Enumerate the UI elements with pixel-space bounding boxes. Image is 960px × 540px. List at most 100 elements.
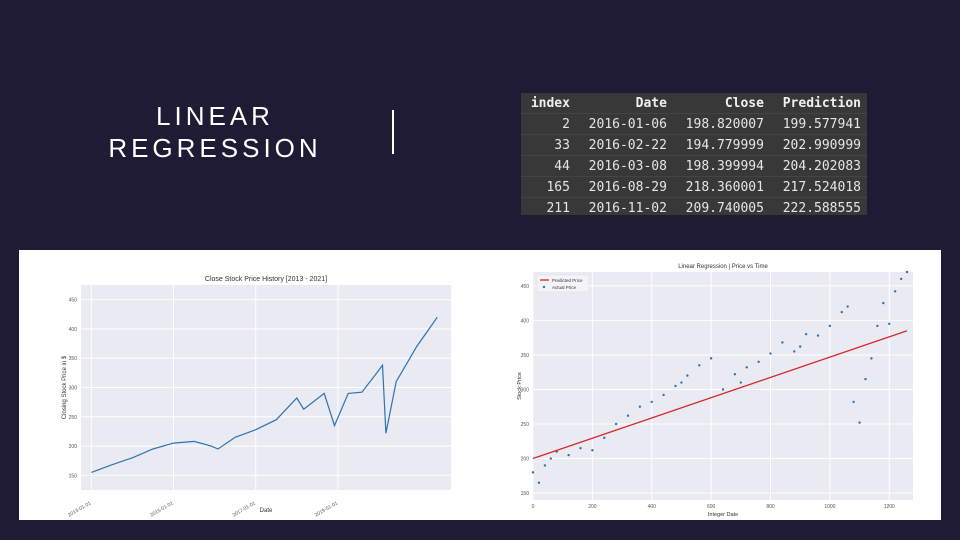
column-header: Close (724, 95, 764, 111)
actual-price-point (899, 277, 903, 281)
title-line-2: REGRESSION (108, 133, 322, 163)
actual-price-point (804, 332, 808, 336)
actual-price-point (650, 400, 653, 404)
table-row: 165 2016-08-29 218.360001 217.524018 (521, 176, 867, 198)
y-tick-label: 300 (69, 386, 78, 392)
actual-price-point (905, 270, 909, 274)
predicted-price-line (532, 330, 908, 460)
cell-index: 165 (546, 179, 570, 195)
x-axis-label: Date (260, 508, 273, 514)
y-tick-label: 400 (521, 318, 530, 324)
cell-prediction: 222.588555 (782, 200, 861, 216)
y-tick-label: 350 (521, 353, 530, 359)
table-row: 33 2016-02-22 194.779999 202.990999 (521, 134, 867, 156)
actual-price-point (858, 421, 861, 424)
x-tick-label: 1200 (884, 504, 895, 510)
cell-close: 194.779999 (685, 137, 764, 153)
column-header: Date (635, 95, 667, 111)
prediction-table: index Date Close Prediction 2 2016-01-06… (521, 93, 867, 216)
actual-price-point (709, 357, 713, 360)
linear-regression-chart: 150 200 250 300 350 400 450 0 200 400 600 800 1000 12… (517, 264, 913, 518)
x-tick-label: 1000 (824, 504, 835, 510)
cell-prediction: 199.577941 (782, 116, 861, 132)
cell-prediction: 204.202083 (782, 158, 861, 174)
x-tick-label: 2017-01-01 (232, 500, 257, 518)
table-row: 2 2016-01-06 198.820007 199.577941 (521, 113, 867, 135)
legend-actual-swatch (542, 285, 546, 289)
cell-date: 2016-02-22 (588, 137, 667, 153)
cell-close: 209.740005 (685, 200, 764, 216)
actual-price-point (864, 377, 867, 381)
cell-date: 2016-08-29 (588, 179, 667, 195)
actual-price-point (840, 310, 843, 314)
cell-index: 2 (562, 116, 570, 132)
actual-price-point (537, 481, 541, 484)
x-tick-label: 2019-01-01 (314, 500, 339, 518)
actual-price-point (793, 350, 796, 353)
actual-price-point (888, 322, 891, 326)
cell-date: 2016-03-08 (588, 158, 667, 174)
x-tick-label: 200 (588, 504, 597, 510)
x-tick-label: 800 (766, 504, 775, 510)
title-divider (392, 110, 394, 154)
actual-price-point (846, 305, 849, 308)
actual-price-point (543, 464, 547, 467)
actual-price-point (882, 301, 885, 305)
cell-index: 44 (554, 158, 570, 174)
cell-date: 2016-11-02 (588, 200, 667, 216)
y-tick-label: 300 (521, 387, 530, 393)
slide-title: LINEAR REGRESSION (95, 100, 335, 164)
x-tick-label: 2013-01-01 (67, 500, 92, 518)
x-tick-label: 600 (707, 504, 716, 510)
actual-price-point (638, 405, 642, 408)
actual-price-point (579, 446, 582, 450)
y-tick-label: 200 (69, 444, 78, 450)
y-tick-label: 350 (69, 356, 78, 362)
cell-prediction: 217.524018 (782, 179, 861, 195)
actual-price-point (828, 324, 832, 328)
actual-price-point (686, 374, 689, 377)
actual-price-point (591, 449, 594, 452)
actual-price-point (870, 357, 873, 360)
y-axis-label: Closing Stock Price in $ (62, 355, 68, 419)
actual-price-point (816, 334, 820, 337)
actual-price-point (852, 400, 855, 404)
y-tick-label: 450 (69, 298, 78, 304)
actual-price-point (769, 352, 772, 355)
actual-price-point (733, 373, 737, 376)
column-header: index (530, 95, 570, 111)
column-header: Prediction (782, 95, 861, 111)
x-tick-label: 0 (532, 504, 535, 510)
y-tick-label: 400 (69, 327, 78, 333)
cell-close: 218.360001 (685, 179, 764, 195)
actual-price-point (757, 360, 760, 364)
actual-price-point (745, 366, 748, 369)
y-tick-label: 150 (69, 473, 78, 479)
y-tick-label: 200 (521, 457, 530, 463)
charts-panel: 150 200 250 300 350 400 450 2013-01-01 2015-01-0… (19, 250, 941, 520)
cell-close: 198.820007 (685, 116, 764, 132)
legend-predicted-label: Predicted Price (552, 278, 583, 283)
close-price-line (91, 316, 438, 473)
chart-title: Linear Regression | Price vs Time (678, 264, 768, 270)
legend-box (536, 274, 590, 293)
legend-actual-label: Actual Price (552, 285, 577, 290)
actual-price-point (662, 393, 665, 397)
y-tick-label: 150 (521, 491, 530, 497)
actual-price-point (567, 453, 570, 457)
cell-date: 2016-01-06 (588, 116, 667, 132)
cell-close: 198.399994 (685, 158, 764, 174)
actual-price-point (893, 290, 897, 293)
actual-price-point (549, 457, 553, 460)
y-axis-label: Stock Price (517, 372, 523, 400)
actual-price-point (614, 422, 618, 426)
actual-price-point (531, 471, 535, 474)
cell-index: 33 (554, 137, 570, 153)
y-tick-label: 250 (69, 415, 78, 421)
y-tick-label: 450 (521, 284, 530, 290)
actual-price-point (781, 341, 784, 344)
actual-price-point (626, 414, 630, 417)
plot-area (533, 272, 913, 500)
x-axis-label: Integer Date (708, 512, 738, 518)
chart-title: Close Stock Price History [2013 - 2021] (205, 276, 327, 283)
